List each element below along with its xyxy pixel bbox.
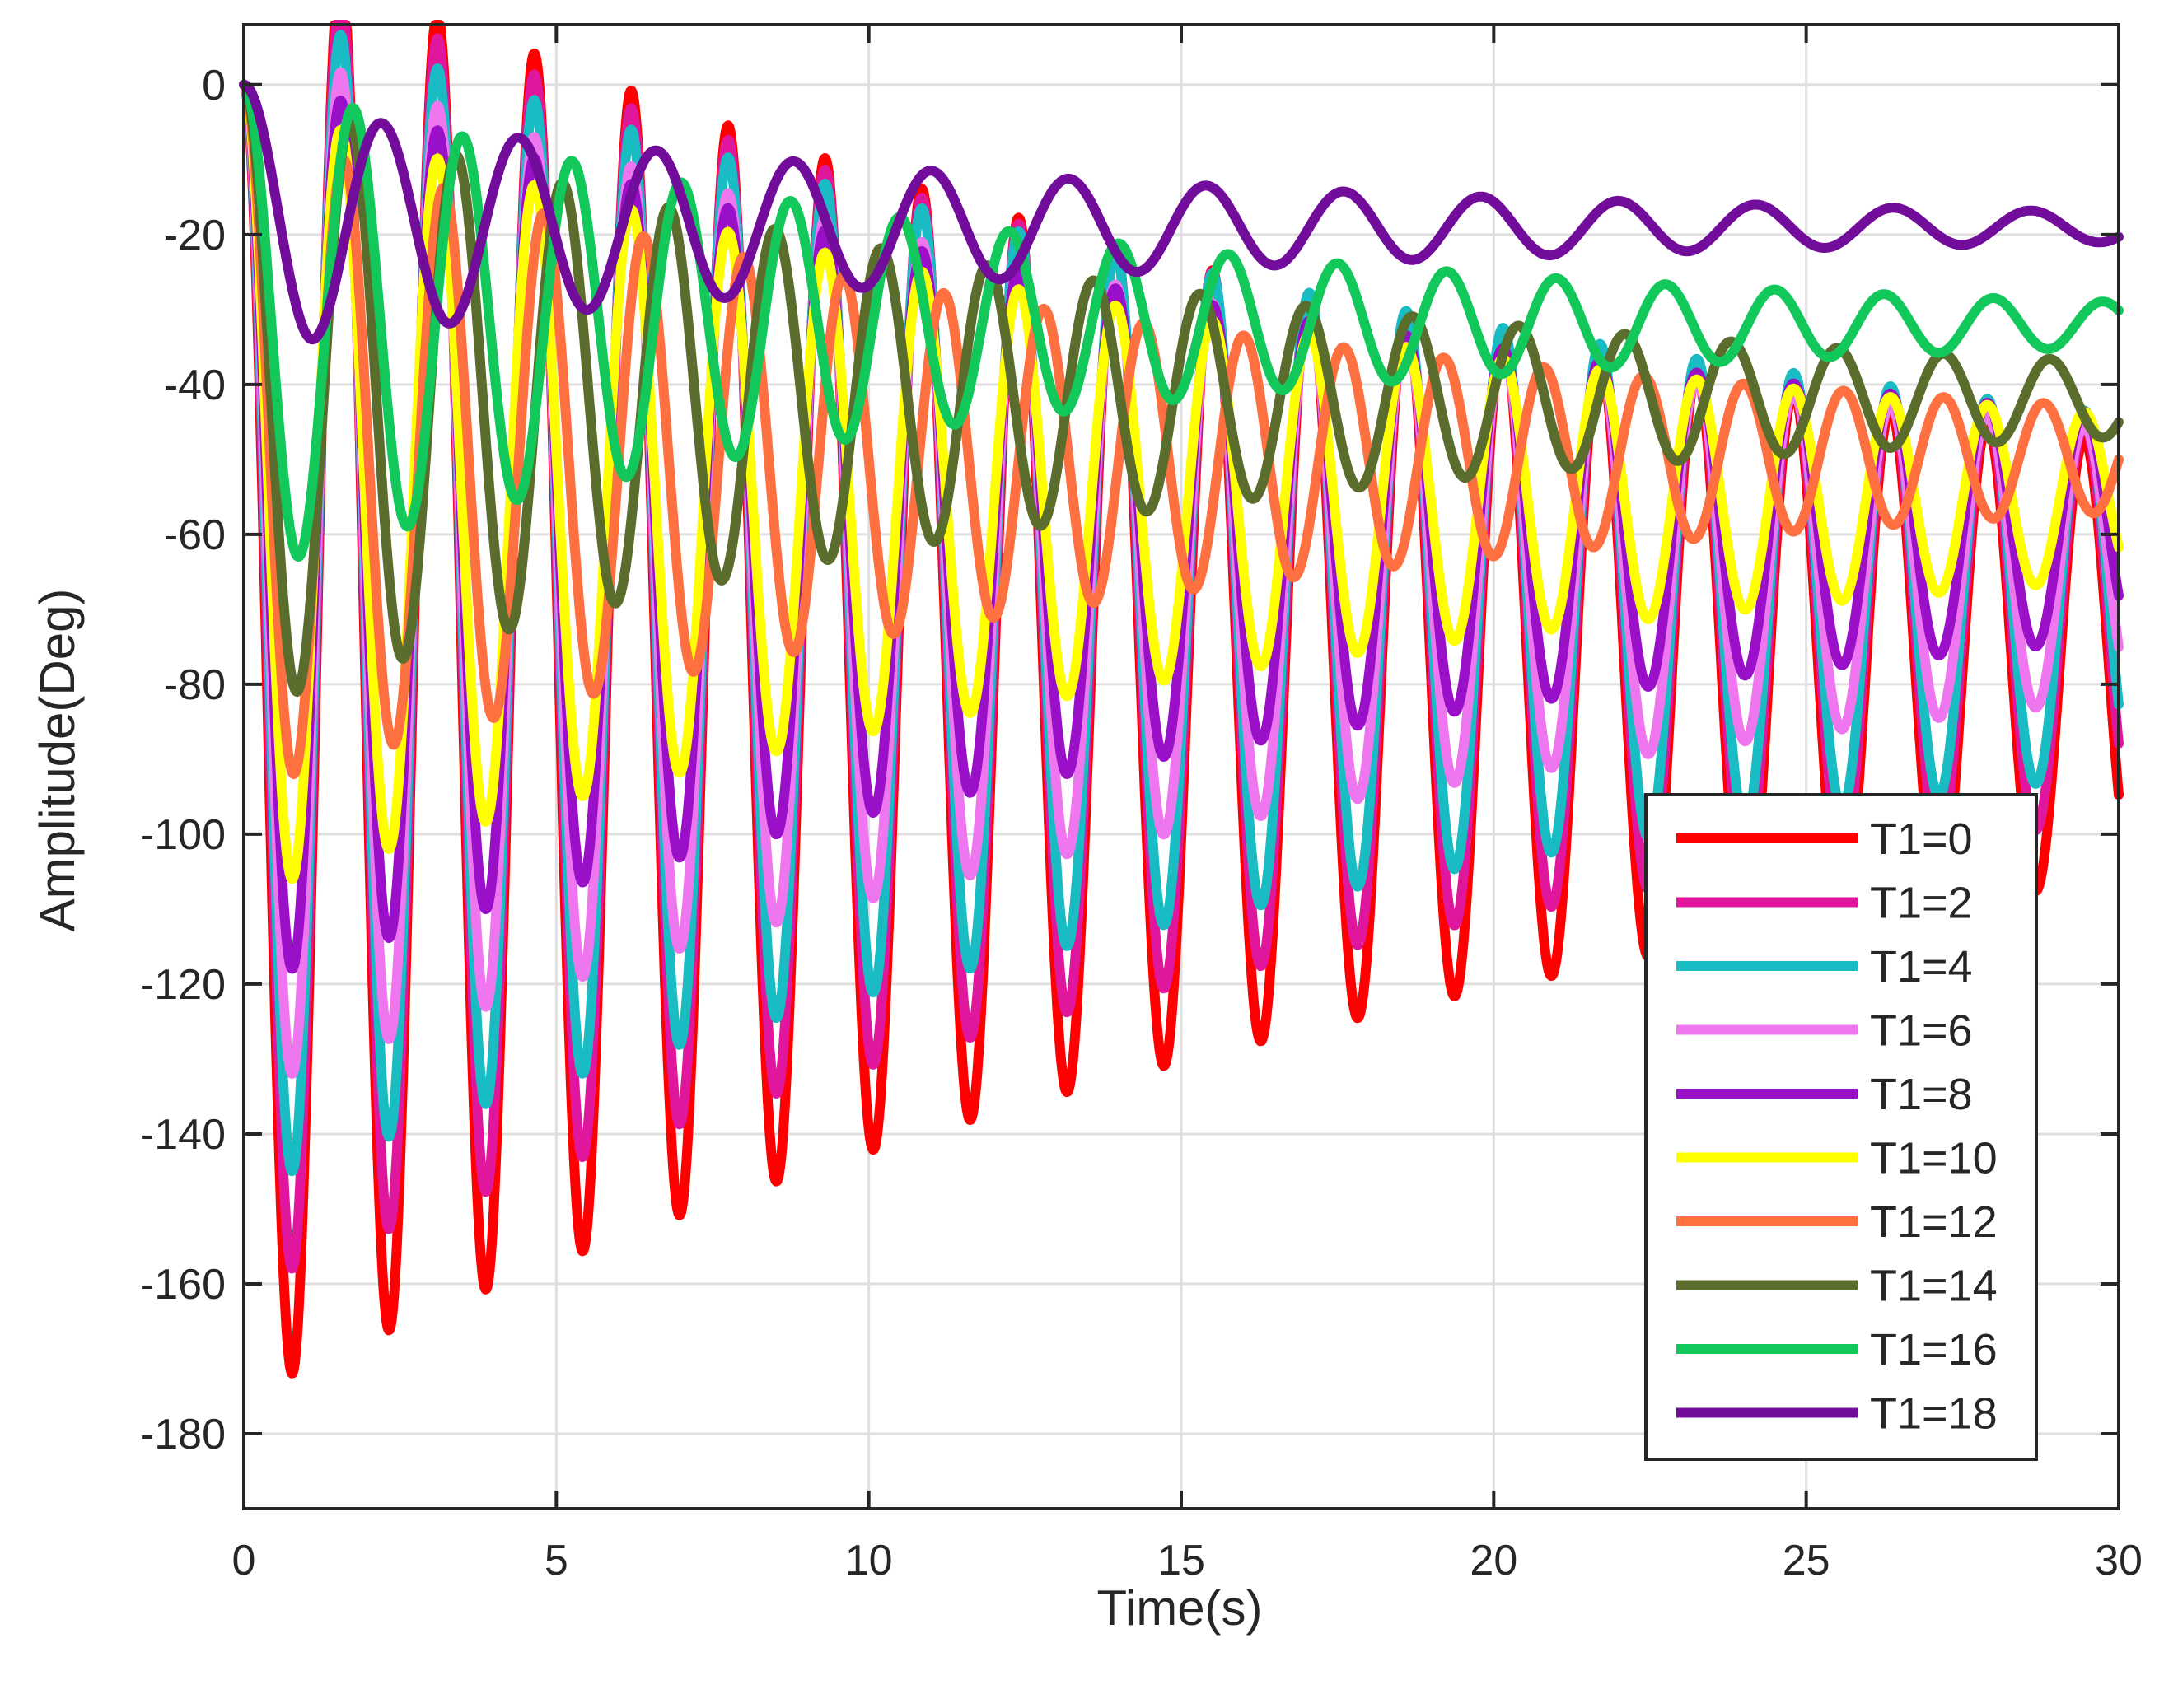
y-tick-label: -140: [140, 1111, 226, 1159]
y-tick-label: -20: [164, 212, 226, 259]
y-axis-label: Amplitude(Deg): [30, 589, 85, 932]
x-axis-label: Time(s): [1096, 1580, 1262, 1636]
x-tick-label: 10: [845, 1537, 893, 1584]
x-tick-label: 0: [232, 1537, 256, 1584]
legend-label-3: T1=4: [1870, 942, 1973, 992]
legend-label-7: T1=12: [1870, 1197, 1998, 1247]
x-tick-label: 30: [2095, 1537, 2143, 1584]
legend-label-10: T1=18: [1870, 1389, 1998, 1439]
legend-label-8: T1=14: [1870, 1262, 1998, 1311]
y-tick-label: -160: [140, 1261, 226, 1309]
y-tick-label: -120: [140, 961, 226, 1009]
x-tick-label: 25: [1783, 1537, 1830, 1584]
series-lines: [239, 20, 2124, 1379]
legend-label-1: T1=0: [1870, 814, 1973, 864]
legend-label-2: T1=2: [1870, 879, 1973, 928]
y-tick-label: -40: [164, 362, 226, 409]
y-tick-label: -60: [164, 511, 226, 559]
y-tick-label: -100: [140, 811, 226, 859]
y-tick-label: 0: [202, 62, 226, 110]
legend-label-9: T1=16: [1870, 1325, 1998, 1374]
legend-label-6: T1=10: [1870, 1134, 1998, 1183]
series-line-10: [239, 79, 2124, 345]
x-tick-label: 20: [1470, 1537, 1517, 1584]
x-tick-label: 5: [545, 1537, 568, 1584]
y-tick-label: -80: [164, 661, 226, 709]
y-tick-label: -180: [140, 1411, 226, 1458]
axes: [242, 23, 2120, 1510]
tick-labels: 0 5 10 15 20 25 30 0 -20 -40 -60 -80 -100 -120 -140 -16…: [140, 62, 2143, 1584]
series-line-7: [239, 79, 2124, 780]
legend-label-5: T1=8: [1870, 1070, 1973, 1119]
legend-label-4: T1=6: [1870, 1006, 1973, 1056]
legend: T1=0 T1=2 T1=4 T1=6 T1=8 T1=10 T1=12 T1=14 T1=16…: [1644, 793, 2038, 1461]
x-tick-label: 15: [1157, 1537, 1205, 1584]
